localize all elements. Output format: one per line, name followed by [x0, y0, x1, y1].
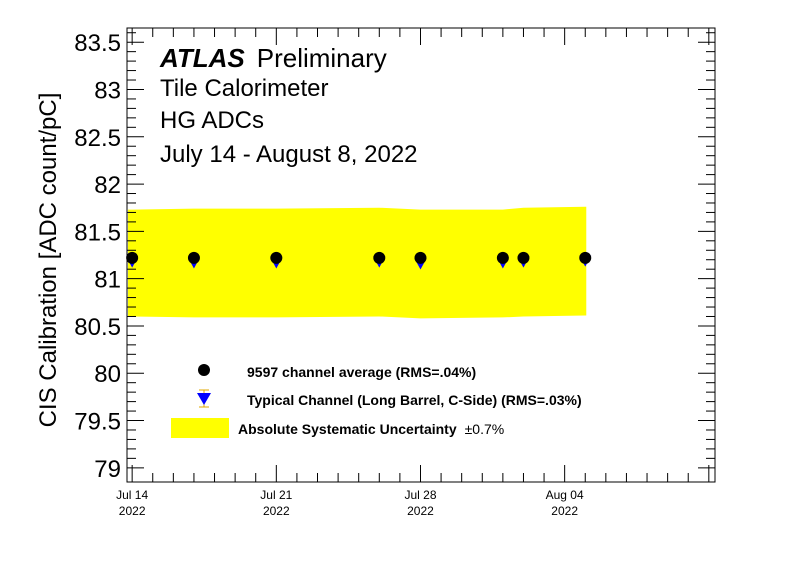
legend-marker-average: [198, 364, 210, 376]
legend: 9597 channel average (RMS=.04%) Typical …: [171, 364, 582, 438]
legend-label-typical: Typical Channel (Long Barrel, C-Side) (R…: [247, 392, 582, 408]
tick-layer: 79 79.5 80 80.5 81 81.5 82 82.5 83 83.5 Jul 14 2022…: [74, 28, 715, 518]
y-tick-label: 79.5: [74, 409, 121, 436]
y-tick-label: 79: [94, 456, 121, 483]
legend-label-band-name: Absolute Systematic Uncertainty: [238, 421, 457, 437]
legend-marker-typical: [197, 393, 211, 405]
y-axis-title: CIS Calibration [ADC count/pC]: [35, 93, 62, 428]
adc-gain-label: HG ADCs: [160, 107, 264, 134]
y-tick-label: 80: [94, 361, 121, 388]
date-range-label: July 14 - August 8, 2022: [160, 141, 418, 168]
channel-average-point: [517, 251, 530, 264]
channel-average-point: [187, 251, 200, 264]
uncertainty-band: [128, 206, 587, 319]
legend-swatch-band: [171, 418, 229, 438]
y-tick-label: 81.5: [74, 219, 121, 246]
marker-layer: [126, 251, 592, 270]
channel-average-point: [270, 251, 283, 264]
y-tick-label: 83: [94, 77, 121, 104]
detector-label: Tile Calorimeter: [160, 75, 328, 102]
channel-average-point: [579, 251, 592, 264]
y-tick-label: 82: [94, 172, 121, 199]
y-tick-label: 80.5: [74, 314, 121, 341]
x-tick-year-label: 2022: [263, 504, 290, 518]
channel-average-point: [373, 251, 386, 264]
uncertainty-band-layer: [128, 206, 587, 319]
x-tick-label: Aug 04: [546, 488, 584, 502]
atlas-label: ATLAS Preliminary: [159, 43, 387, 73]
legend-label-average: 9597 channel average (RMS=.04%): [247, 364, 476, 380]
legend-label-band: Absolute Systematic Uncertainty ±0.7%: [238, 421, 504, 437]
channel-average-point: [496, 251, 509, 264]
channel-average-point: [414, 251, 427, 264]
atlas-label-bold: ATLAS: [159, 43, 245, 73]
x-tick-year-label: 2022: [551, 504, 578, 518]
x-tick-year-label: 2022: [119, 504, 146, 518]
legend-label-band-value: ±0.7%: [465, 421, 505, 437]
y-tick-label: 82.5: [74, 125, 121, 152]
atlas-label-preliminary: Preliminary: [257, 43, 387, 73]
x-tick-label: Jul 28: [404, 488, 436, 502]
y-tick-label: 81: [94, 267, 121, 294]
channel-average-point: [126, 251, 139, 264]
plot-frame: [126, 27, 716, 483]
y-tick-label: 83.5: [74, 30, 121, 57]
x-tick-label: Jul 21: [260, 488, 292, 502]
x-tick-year-label: 2022: [407, 504, 434, 518]
x-tick-label: Jul 14: [116, 488, 148, 502]
